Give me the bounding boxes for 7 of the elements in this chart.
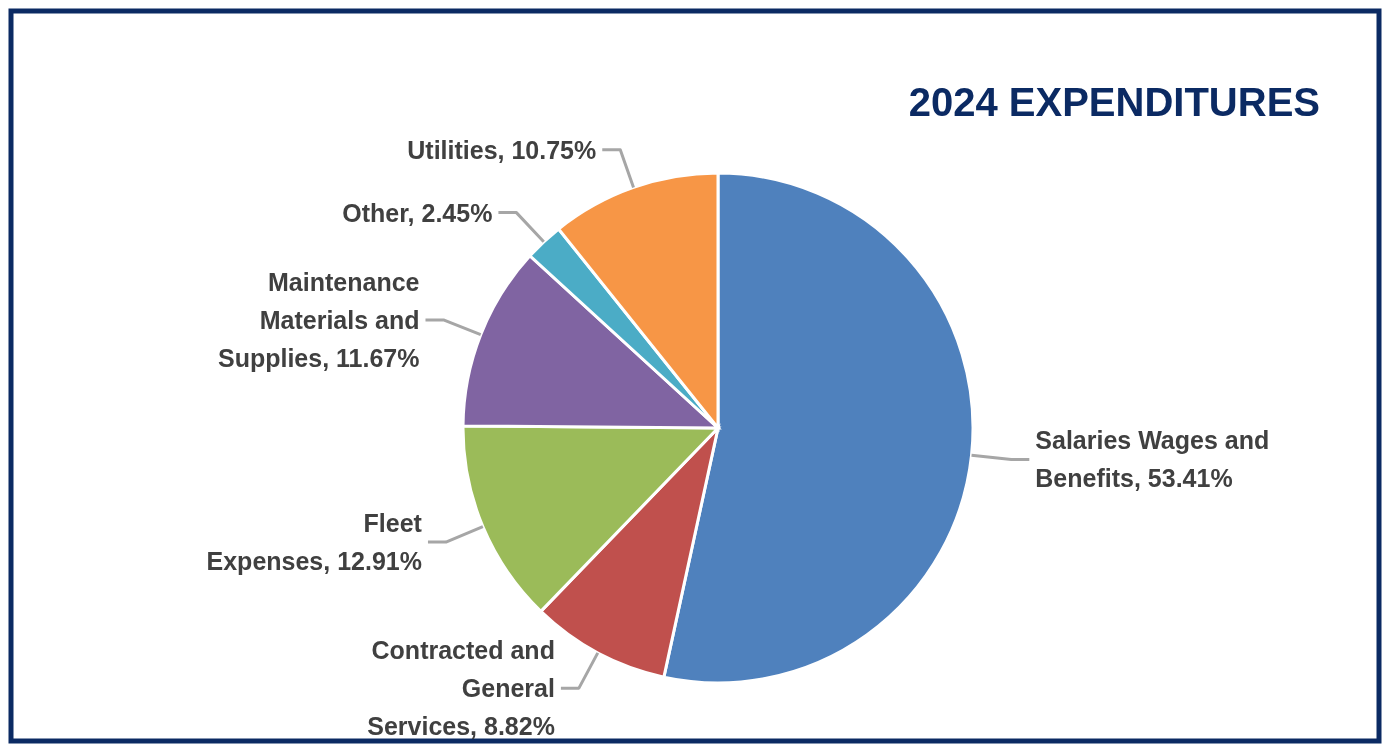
slice-label: Utilities, 10.75% — [407, 135, 597, 164]
slice-label: Fleet Expenses, 12.91% — [206, 509, 423, 576]
chart-title: 2024 EXPENDITURES — [908, 80, 1320, 124]
slice-label: Salaries Wages and Benefits, 53.41% — [1035, 426, 1270, 493]
slice-label: Maintenance Materials and Supplies, 11.67% — [217, 267, 420, 372]
slice-label: Contracted and General Services, 8.82% — [367, 636, 555, 741]
slice-label: Other, 2.45% — [342, 198, 493, 227]
